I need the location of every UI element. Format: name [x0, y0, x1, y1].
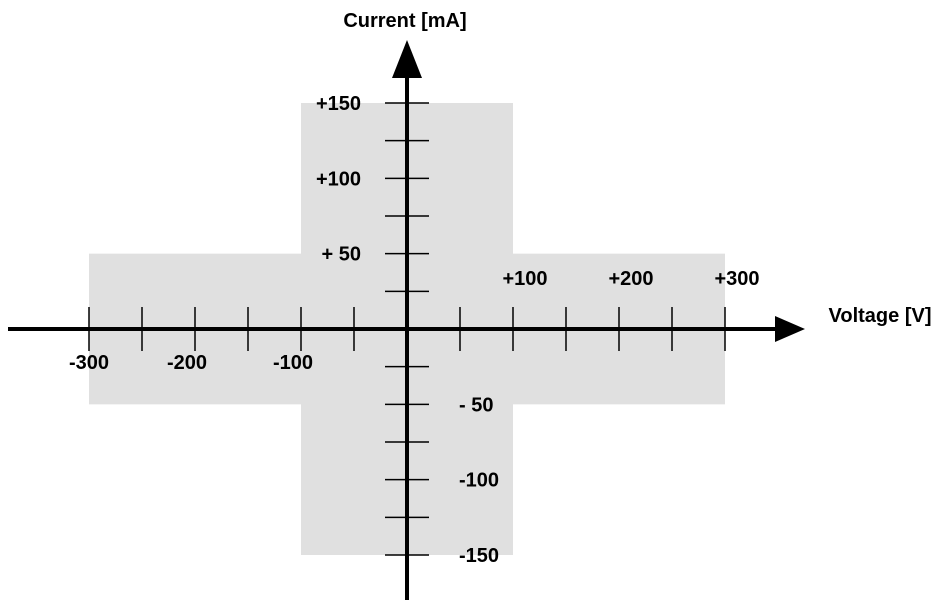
x-tick-label: +100 [502, 268, 547, 290]
x-tick-label: -200 [167, 352, 207, 374]
x-tick-label: -100 [273, 352, 313, 374]
y-tick-label: - 50 [459, 394, 493, 416]
x-axis-title: Voltage [V] [829, 305, 932, 327]
tick-labels: -300 -200 -100 +100 +200 +300 +150 +100 + 50 - 50… [69, 93, 760, 567]
x-tick-label: +200 [608, 268, 653, 290]
y-axis-arrowhead [392, 40, 422, 78]
x-axis-arrowhead [775, 316, 805, 342]
y-axis-title: Current [mA] [343, 10, 466, 32]
axes [8, 40, 805, 600]
x-tick-label: -300 [69, 352, 109, 374]
ticks [88, 102, 726, 556]
y-tick-label: -100 [459, 470, 499, 492]
x-tick-label: +300 [714, 268, 759, 290]
y-tick-label: +150 [316, 93, 361, 115]
y-tick-label: +100 [316, 168, 361, 190]
y-tick-label: + 50 [322, 244, 361, 266]
y-tick-label: -150 [459, 545, 499, 567]
